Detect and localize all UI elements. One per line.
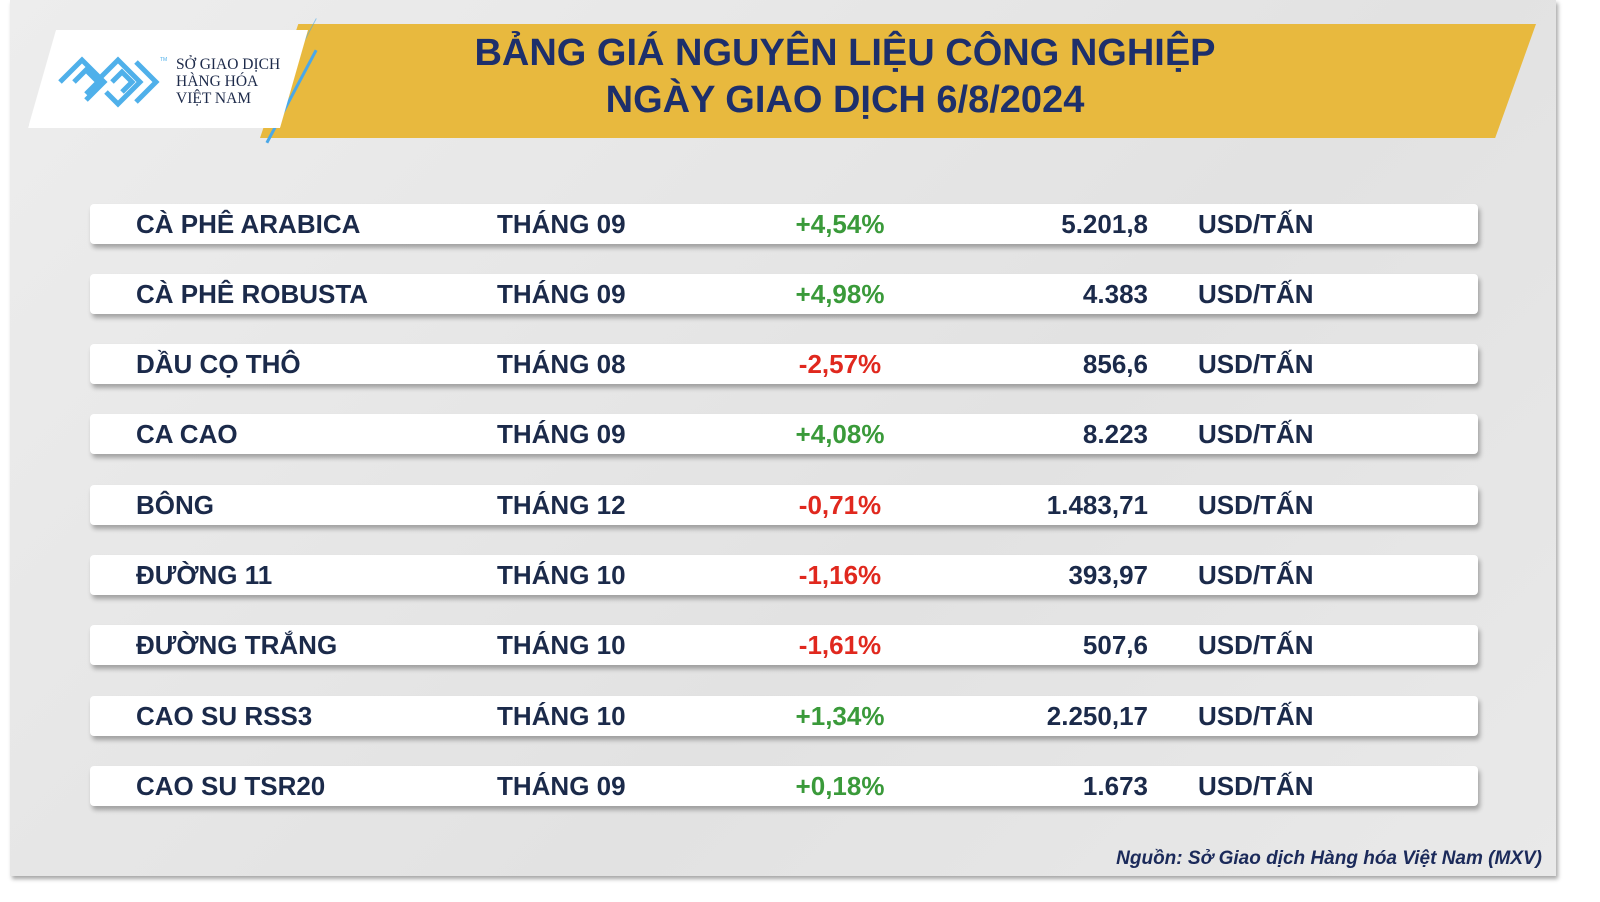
change-percent: +4,54% [795,209,885,239]
table-row: ĐƯỜNG TRẮNG THÁNG 10 -1,61% 507,6 USD/TẤN [90,625,1478,665]
commodity-name: CÀ PHÊ ARABICA [136,209,361,239]
commodity-name: ĐƯỜNG 11 [136,560,273,590]
price-unit: USD/TẤN [1198,279,1314,309]
commodity-name: ĐƯỜNG TRẮNG [136,630,338,660]
change-percent: -0,71% [798,490,882,520]
price-value: 2.250,17 [1046,701,1148,731]
commodity-name: CAO SU TSR20 [136,771,326,801]
commodity-name: BÔNG [136,490,214,520]
price-unit: USD/TẤN [1198,490,1314,520]
price-value: 8.223 [1082,419,1148,449]
price-value: 507,6 [1082,630,1148,660]
commodity-name: CÀ PHÊ ROBUSTA [136,279,369,309]
contract-month: THÁNG 09 [497,209,626,239]
contract-month: THÁNG 10 [497,630,626,660]
contract-month: THÁNG 10 [497,701,626,731]
table-row: CÀ PHÊ ARABICA THÁNG 09 +4,54% 5.201,8 USD/T… [90,204,1478,244]
price-unit: USD/TẤN [1198,771,1314,801]
logo-text: SỞ GIAO DỊCH HÀNG HÓA VIỆT NAM [176,56,280,107]
logo-line: SỞ GIAO DỊCH [176,56,281,73]
price-unit: USD/TẤN [1198,349,1314,379]
contract-month: THÁNG 09 [497,771,626,801]
contract-month: THÁNG 09 [497,419,626,449]
commodity-name: CAO SU RSS3 [136,701,313,731]
commodity-name: CA CAO [136,419,238,449]
logo-line: HÀNG HÓA [176,73,259,90]
trademark: TM [160,57,168,63]
price-unit: USD/TẤN [1198,630,1314,660]
mxv-logo-icon [58,56,160,108]
change-percent: +4,08% [795,419,885,449]
price-value: 1.673 [1082,771,1148,801]
commodity-name: DẦU CỌ THÔ [136,349,301,379]
price-unit: USD/TẤN [1198,209,1314,239]
logo-line: VIỆT NAM [176,90,252,107]
price-value: 4.383 [1082,279,1148,309]
table-row: CAO SU RSS3 THÁNG 10 +1,34% 2.250,17 USD/TẤN [90,696,1478,736]
price-unit: USD/TẤN [1198,701,1314,731]
change-percent: +1,34% [795,701,885,731]
table-row: CÀ PHÊ ROBUSTA THÁNG 09 +4,98% 4.383 USD/TẤN [90,274,1478,314]
price-value: 393,97 [1068,560,1148,590]
contract-month: THÁNG 10 [497,560,626,590]
table-row: BÔNG THÁNG 12 -0,71% 1.483,71 USD/TẤN [90,485,1478,525]
table-row: CA CAO THÁNG 09 +4,08% 8.223 USD/TẤN [90,414,1478,454]
price-unit: USD/TẤN [1198,419,1314,449]
price-value: 1.483,71 [1046,490,1148,520]
table-row: ĐƯỜNG 11 THÁNG 10 -1,16% 393,97 USD/TẤN [90,555,1478,595]
title-line-1: BẢNG GIÁ NGUYÊN LIỆU CÔNG NGHIỆP [474,32,1216,74]
page-title: BẢNG GIÁ NGUYÊN LIỆU CÔNG NGHIỆP NGÀY GI… [300,30,1390,124]
title-banner [260,24,1536,138]
change-percent: -1,16% [798,560,882,590]
title-line-2: NGÀY GIAO DỊCH 6/8/2024 [605,79,1085,121]
contract-month: THÁNG 12 [497,490,626,520]
contract-month: THÁNG 09 [497,279,626,309]
change-percent: +4,98% [795,279,885,309]
price-value: 5.201,8 [1061,209,1148,239]
change-percent: -2,57% [798,349,882,379]
price-unit: USD/TẤN [1198,560,1314,590]
contract-month: THÁNG 08 [497,349,626,379]
table-row: DẦU CỌ THÔ THÁNG 08 -2,57% 856,6 USD/TẤN [90,344,1478,384]
change-percent: -1,61% [798,630,882,660]
price-value: 856,6 [1082,349,1148,379]
table-row: CAO SU TSR20 THÁNG 09 +0,18% 1.673 USD/TẤN [90,766,1478,806]
change-percent: +0,18% [795,771,885,801]
source-note: Nguồn: Sở Giao dịch Hàng hóa Việt Nam (M… [1116,848,1542,869]
